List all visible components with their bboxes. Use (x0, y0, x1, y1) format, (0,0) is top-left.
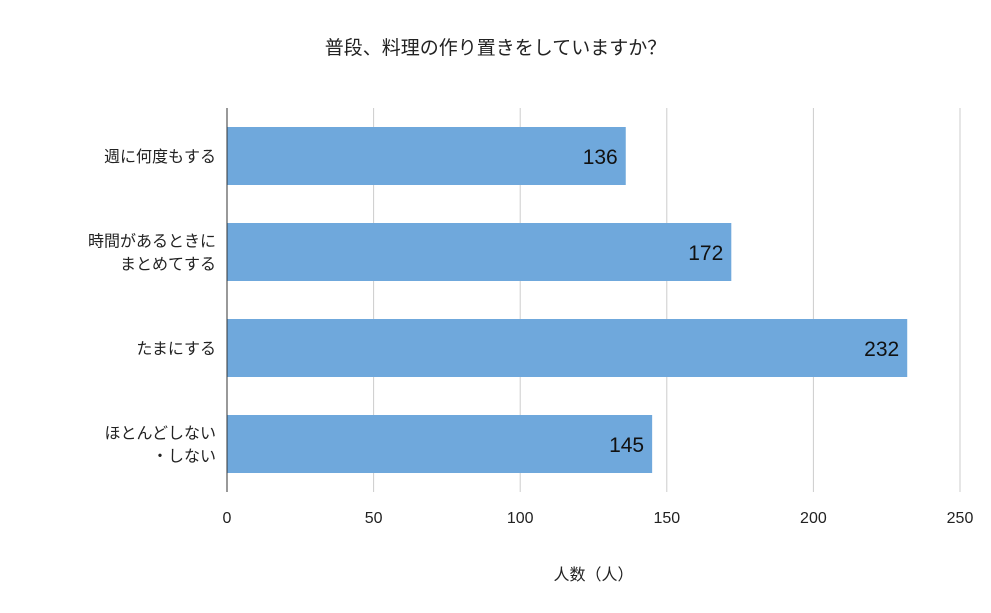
x-tick-label: 200 (800, 510, 827, 527)
bar (227, 223, 732, 281)
bar (227, 415, 653, 473)
y-tick-label: まとめてする (120, 255, 216, 274)
x-tick-label: 250 (947, 510, 974, 527)
x-tick-label: 0 (223, 510, 232, 527)
x-axis-label: 人数（人） (553, 565, 634, 584)
data-label: 145 (609, 434, 644, 457)
y-tick-label: 週に何度もする (104, 147, 216, 166)
y-tick-label: ほとんどしない (104, 424, 216, 443)
y-tick-label: たまにする (136, 339, 216, 358)
x-tick-label: 50 (365, 510, 383, 527)
x-tick-label: 150 (653, 510, 680, 527)
data-label: 172 (688, 242, 723, 265)
y-tick-label: 時間があるときに (88, 232, 216, 251)
data-label: 136 (583, 146, 618, 169)
x-tick-label: 100 (507, 510, 534, 527)
bar (227, 319, 908, 377)
chart-title: 普段、料理の作り置きをしていますか？ (324, 37, 667, 59)
bar (227, 127, 626, 185)
data-label: 232 (864, 338, 899, 361)
y-tick-label: ・しない (152, 447, 216, 466)
